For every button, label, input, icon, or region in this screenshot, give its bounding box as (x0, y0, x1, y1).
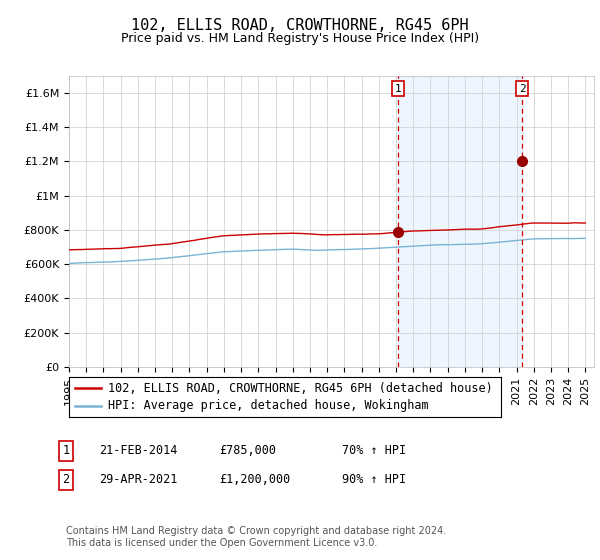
Text: 70% ↑ HPI: 70% ↑ HPI (342, 444, 406, 458)
Text: Price paid vs. HM Land Registry's House Price Index (HPI): Price paid vs. HM Land Registry's House … (121, 32, 479, 45)
Text: £785,000: £785,000 (219, 444, 276, 458)
Bar (398, 76, 522, 367)
Text: 21-FEB-2014: 21-FEB-2014 (99, 444, 178, 458)
Text: 29-APR-2021: 29-APR-2021 (99, 473, 178, 487)
Text: 90% ↑ HPI: 90% ↑ HPI (342, 473, 406, 487)
Text: HPI: Average price, detached house, Wokingham: HPI: Average price, detached house, Woki… (108, 399, 428, 412)
Text: 1: 1 (62, 444, 70, 458)
Text: 102, ELLIS ROAD, CROWTHORNE, RG45 6PH: 102, ELLIS ROAD, CROWTHORNE, RG45 6PH (131, 18, 469, 33)
Text: Contains HM Land Registry data © Crown copyright and database right 2024.
This d: Contains HM Land Registry data © Crown c… (66, 526, 446, 548)
Text: £1,200,000: £1,200,000 (219, 473, 290, 487)
Text: 2: 2 (62, 473, 70, 487)
Text: 1: 1 (395, 83, 401, 94)
Text: 2: 2 (519, 83, 526, 94)
Text: 102, ELLIS ROAD, CROWTHORNE, RG45 6PH (detached house): 102, ELLIS ROAD, CROWTHORNE, RG45 6PH (d… (108, 382, 493, 395)
